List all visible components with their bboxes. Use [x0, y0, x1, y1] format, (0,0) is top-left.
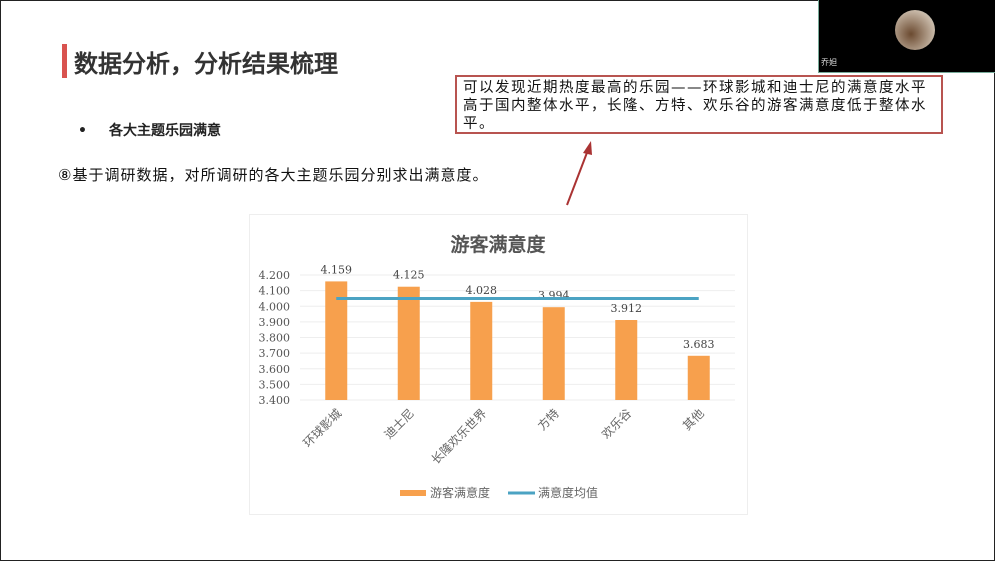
x-tick-label: 迪士尼 [382, 406, 417, 441]
legend-label: 满意度均值 [538, 485, 598, 500]
x-tick-label: 长隆欢乐世界 [428, 406, 490, 468]
data-label: 4.028 [466, 284, 498, 297]
data-label: 3.683 [683, 338, 715, 351]
y-tick-label: 4.100 [259, 285, 291, 298]
y-tick-label: 3.500 [259, 378, 291, 391]
legend-swatch-bar [400, 490, 426, 496]
y-tick-label: 4.200 [259, 269, 291, 282]
title-accent-bar [62, 44, 67, 78]
bar [397, 286, 420, 400]
y-tick-label: 3.800 [259, 332, 291, 345]
chart: 游客满意度 4.200 4.100 4.000 3.900 3.800 3.700 3.60… [249, 214, 748, 515]
data-label: 3.994 [538, 289, 570, 302]
data-label: 4.125 [393, 269, 425, 282]
x-tick-label: 方特 [534, 406, 562, 434]
bullet-text: 各大主题乐园满意 [108, 123, 221, 139]
y-tick-label: 3.900 [259, 316, 291, 329]
avatar [895, 10, 935, 50]
data-label: 4.159 [321, 263, 353, 276]
y-tick-label: 3.600 [259, 363, 291, 376]
y-tick-label: 4.000 [259, 300, 291, 313]
x-tick-label: 欢乐谷 [598, 406, 634, 442]
chart-title: 游客满意度 [450, 233, 546, 256]
bar [325, 281, 348, 400]
y-tick-label: 3.400 [259, 394, 291, 407]
legend-label: 游客满意度 [430, 485, 490, 500]
description-text: ⑧基于调研数据，对所调研的各大主题乐园分别求出满意度。 [58, 166, 489, 184]
bar [470, 301, 493, 400]
bullet-mark: • [78, 123, 87, 139]
bar [615, 320, 638, 400]
x-tick-label: 其他 [680, 406, 707, 433]
data-label: 3.912 [611, 302, 643, 315]
page-title: 数据分析，分析结果梳理 [74, 50, 338, 78]
video-overlay[interactable]: 乔妲 [818, 0, 995, 73]
callout-box: 可以发现近期热度最高的乐园——环球影城和迪士尼的满意度水平高于国内整体水平，长隆… [455, 75, 943, 134]
y-tick-label: 3.700 [259, 347, 291, 360]
chart-svg: 游客满意度 4.200 4.100 4.000 3.900 3.800 3.700 3.60… [259, 233, 735, 500]
bar [542, 307, 565, 400]
participant-name: 乔妲 [821, 58, 837, 67]
x-tick-label: 环球影城 [301, 406, 345, 450]
bullet-heading: • 各大主题乐园满意 [78, 120, 243, 140]
bar [687, 355, 710, 400]
